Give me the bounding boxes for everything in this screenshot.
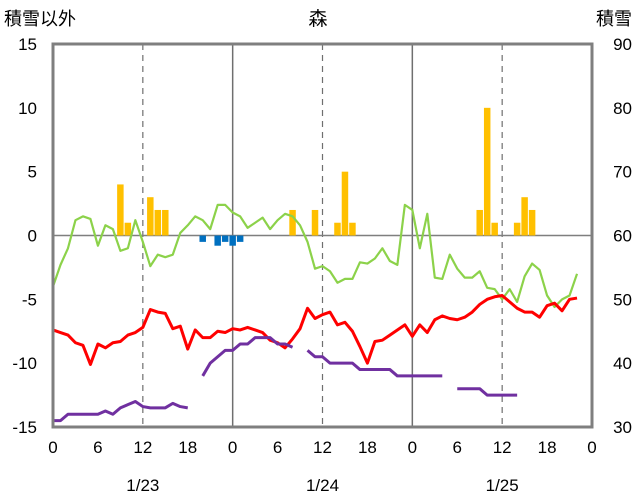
left-ytick-label: 5 (28, 163, 37, 182)
xtick-label: 12 (133, 438, 152, 457)
right-ytick-label: 30 (613, 418, 632, 437)
right-ytick-label: 60 (613, 227, 632, 246)
left-ytick-label: 10 (18, 99, 37, 118)
precipitation-bar (124, 222, 132, 236)
negative-bar (221, 235, 229, 242)
xtick-label: 0 (408, 438, 417, 457)
precipitation-bar (521, 197, 528, 236)
negative-bar (214, 235, 221, 246)
precipitation-bar (147, 197, 154, 236)
right-axis-label: 積雪 (596, 9, 632, 30)
precipitation-bar (349, 222, 356, 236)
grid-layer (53, 44, 592, 427)
date-label: 1/24 (306, 476, 339, 495)
precipitation-bar (289, 209, 296, 236)
lines-layer (51, 203, 579, 423)
bars-layer (117, 107, 536, 246)
plot-frame (51, 42, 594, 429)
xtick-label: 0 (228, 438, 237, 457)
left-ytick-label: -15 (12, 418, 37, 437)
date-label: 1/23 (126, 476, 159, 495)
left-ytick-label: -5 (22, 290, 37, 309)
negative-bar (229, 235, 236, 246)
left-ytick-label: 0 (28, 227, 37, 246)
right-ytick-label: 90 (613, 35, 632, 54)
precipitation-bar (513, 222, 521, 236)
right-ytick-label: 50 (613, 290, 632, 309)
negative-bar (236, 235, 244, 242)
left-axis-label: 積雪以外 (4, 9, 76, 30)
left-ytick-label: 15 (18, 35, 37, 54)
xtick-label: 12 (313, 438, 332, 457)
date-label: 1/25 (486, 476, 519, 495)
precipitation-bar (162, 209, 169, 236)
precipitation-bar (341, 171, 349, 236)
series-line-purple (457, 387, 518, 397)
precipitation-bar (311, 209, 319, 236)
xtick-label: 18 (358, 438, 377, 457)
xtick-label: 0 (48, 438, 57, 457)
precipitation-bar (154, 209, 162, 236)
series-line-purple (201, 336, 294, 377)
negative-bar (199, 235, 206, 242)
xtick-label: 6 (93, 438, 102, 457)
right-ytick-label: 80 (613, 99, 632, 118)
chart-title: 森 (308, 8, 327, 30)
precipitation-bar (528, 209, 536, 236)
precipitation-bar (117, 184, 124, 236)
right-ytick-label: 70 (613, 163, 632, 182)
xtick-label: 6 (273, 438, 282, 457)
precipitation-bar (483, 107, 491, 236)
xtick-label: 12 (493, 438, 512, 457)
precipitation-bar (491, 222, 498, 236)
series-line-purple (53, 399, 189, 423)
xtick-label: 18 (178, 438, 197, 457)
series-line-purple (306, 349, 443, 378)
xtick-label: 6 (453, 438, 462, 457)
xtick-label: 0 (587, 438, 596, 457)
xtick-label: 18 (538, 438, 557, 457)
precipitation-bar (334, 222, 341, 236)
right-ytick-label: 40 (613, 354, 632, 373)
series-line-green (51, 203, 579, 309)
series-line-red (52, 294, 578, 366)
left-ytick-label: -10 (12, 354, 37, 373)
precipitation-bar (476, 209, 483, 236)
